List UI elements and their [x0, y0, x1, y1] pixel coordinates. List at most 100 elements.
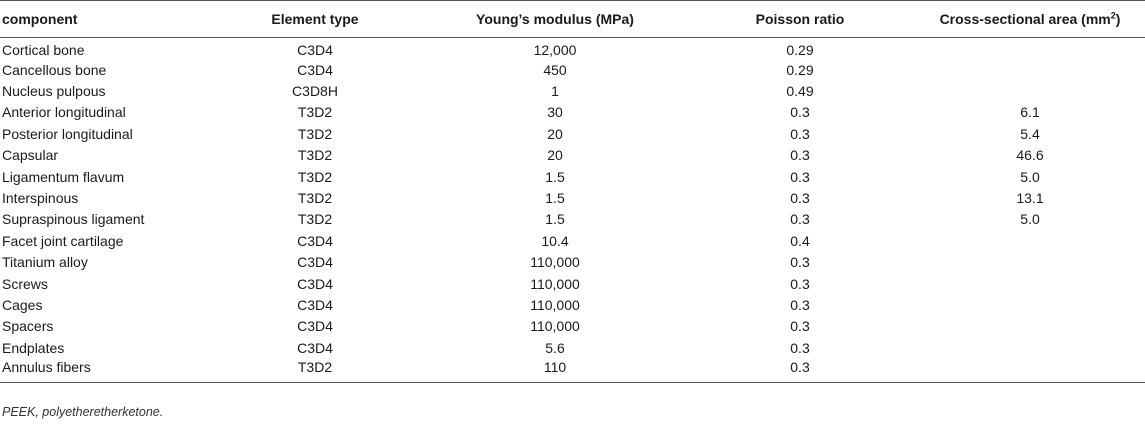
header-area-close: ) — [1115, 11, 1121, 27]
cell-cross-sectional-area: 5.4 — [1020, 125, 1040, 142]
cell-cross-sectional-area — [915, 59, 1145, 80]
cell-cross-sectional-area — [915, 316, 1145, 337]
cell-component: Posterior longitudinal — [2, 125, 133, 142]
table-row: Endplates C3D4 5.6 0.3 — [0, 337, 1145, 358]
cell-cross-sectional-area: 46.6 — [1016, 147, 1044, 164]
table-row: Cortical bone C3D4 12,000 0.29 — [0, 38, 1145, 60]
cell-element-type: T3D2 — [297, 211, 333, 228]
cell-element-type: T3D2 — [205, 358, 425, 384]
header-poisson-ratio: Poisson ratio — [685, 0, 915, 38]
cell-poisson-ratio: 0.4 — [790, 232, 810, 249]
cell-component: Titanium alloy — [2, 254, 88, 271]
material-properties-table: component Element type Young’s modulus (… — [0, 0, 1145, 384]
cell-cross-sectional-area — [915, 80, 1145, 101]
cell-component: Capsular — [2, 147, 59, 164]
cell-youngs-modulus: 110,000 — [530, 318, 580, 335]
table-footnote: PEEK, polyetheretherketone. — [2, 405, 164, 419]
cell-youngs-modulus: 1.5 — [545, 211, 565, 228]
cell-cross-sectional-area — [915, 358, 1145, 384]
cell-youngs-modulus: 110,000 — [530, 296, 580, 313]
cell-element-type: C3D4 — [297, 339, 333, 356]
cell-element-type: T3D2 — [297, 168, 333, 185]
cell-element-type: C3D4 — [297, 42, 333, 58]
cell-element-type: T3D2 — [297, 125, 333, 142]
cell-youngs-modulus: 30 — [547, 104, 563, 121]
cell-cross-sectional-area — [915, 294, 1145, 315]
cell-youngs-modulus: 20 — [547, 125, 563, 142]
cell-element-type: C3D4 — [297, 296, 333, 313]
table-row: Annulus fibers T3D2 110 0.3 — [0, 358, 1145, 384]
cell-component: Interspinous — [2, 190, 79, 207]
table-row: Anterior longitudinal T3D2 30 0.3 6.1 — [0, 102, 1145, 123]
cell-element-type: C3D4 — [297, 61, 333, 78]
cell-element-type: T3D2 — [297, 147, 333, 164]
cell-element-type: C3D4 — [297, 232, 333, 249]
cell-component: Ligamentum flavum — [2, 168, 125, 185]
header-component: component — [0, 0, 205, 38]
header-area-superscript: 2 — [1110, 10, 1116, 21]
cell-poisson-ratio: 0.3 — [790, 104, 810, 121]
cell-cross-sectional-area — [915, 337, 1145, 358]
cell-youngs-modulus: 5.6 — [545, 339, 565, 356]
cell-element-type: C3D4 — [297, 254, 333, 271]
cell-element-type: C3D4 — [297, 275, 333, 292]
cell-cross-sectional-area: 13.1 — [1016, 190, 1044, 207]
table-row: Supraspinous ligament T3D2 1.5 0.3 5.0 — [0, 209, 1145, 230]
cell-cross-sectional-area: 5.0 — [1020, 168, 1040, 185]
table-row: Cages C3D4 110,000 0.3 — [0, 294, 1145, 315]
cell-poisson-ratio: 0.3 — [790, 147, 810, 164]
header-cross-sectional-area: Cross-sectional area (mm2) — [915, 0, 1145, 38]
cell-poisson-ratio: 0.3 — [790, 254, 810, 271]
table-row: Cancellous bone C3D4 450 0.29 — [0, 59, 1145, 80]
cell-cross-sectional-area: 5.0 — [1020, 211, 1040, 228]
table-row: Facet joint cartilage C3D4 10.4 0.4 — [0, 230, 1145, 251]
cell-component: Cages — [2, 296, 43, 313]
table-row: Interspinous T3D2 1.5 0.3 13.1 — [0, 187, 1145, 208]
cell-cross-sectional-area: 6.1 — [1020, 104, 1040, 121]
cell-poisson-ratio: 0.3 — [790, 318, 810, 335]
cell-component: Spacers — [2, 318, 54, 335]
table-row: Spacers C3D4 110,000 0.3 — [0, 316, 1145, 337]
cell-youngs-modulus: 1.5 — [545, 190, 565, 207]
cell-component: Cortical bone — [2, 42, 85, 58]
cell-youngs-modulus: 12,000 — [533, 42, 577, 58]
cell-component: Anterior longitudinal — [2, 104, 126, 121]
cell-element-type: C3D4 — [297, 318, 333, 335]
cell-cross-sectional-area — [915, 273, 1145, 294]
cell-poisson-ratio: 0.3 — [790, 211, 810, 228]
table-row: Posterior longitudinal T3D2 20 0.3 5.4 — [0, 123, 1145, 144]
header-youngs-modulus: Young’s modulus (MPa) — [425, 0, 685, 38]
header-element-type: Element type — [205, 0, 425, 38]
cell-youngs-modulus: 20 — [547, 147, 563, 164]
table-row: Nucleus pulpous C3D8H 1 0.49 — [0, 80, 1145, 101]
cell-youngs-modulus: 110,000 — [530, 275, 580, 292]
cell-component: Endplates — [2, 339, 65, 356]
cell-youngs-modulus: 1.5 — [545, 168, 565, 185]
cell-poisson-ratio: 0.3 — [790, 339, 810, 356]
cell-poisson-ratio: 0.29 — [786, 42, 814, 58]
cell-poisson-ratio: 0.3 — [790, 190, 810, 207]
table-row: Titanium alloy C3D4 110,000 0.3 — [0, 252, 1145, 273]
cell-poisson-ratio: 0.3 — [685, 358, 915, 384]
header-row: component Element type Young’s modulus (… — [0, 0, 1145, 38]
cell-youngs-modulus: 110,000 — [530, 254, 580, 271]
cell-component: Screws — [2, 275, 48, 292]
cell-youngs-modulus: 110 — [425, 358, 685, 384]
table-row: Ligamentum flavum T3D2 1.5 0.3 5.0 — [0, 166, 1145, 187]
cell-component: Cancellous bone — [2, 61, 107, 78]
cell-component: Annulus fibers — [0, 358, 205, 384]
cell-element-type: T3D2 — [297, 104, 333, 121]
cell-component: Supraspinous ligament — [2, 211, 145, 228]
table-body: Cortical bone C3D4 12,000 0.29 Cancellous bo… — [0, 38, 1145, 384]
cell-youngs-modulus: 1 — [551, 83, 559, 100]
cell-poisson-ratio: 0.49 — [786, 83, 814, 100]
cell-poisson-ratio: 0.3 — [790, 125, 810, 142]
header-area-text: Cross-sectional area (mm — [939, 11, 1111, 27]
table-row: Capsular T3D2 20 0.3 46.6 — [0, 145, 1145, 166]
cell-component: Facet joint cartilage — [2, 232, 124, 249]
cell-element-type: C3D8H — [292, 83, 338, 100]
cell-element-type: T3D2 — [297, 190, 333, 207]
cell-poisson-ratio: 0.3 — [790, 168, 810, 185]
table-row: Screws C3D4 110,000 0.3 — [0, 273, 1145, 294]
